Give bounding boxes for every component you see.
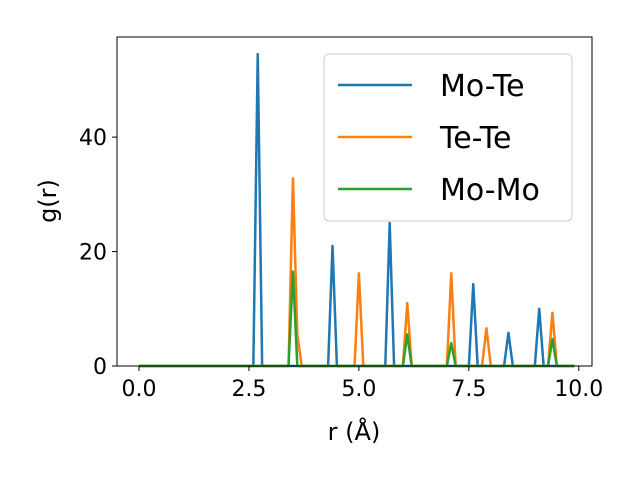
ticks-layer: 0.0 2.5 5.0 7.5 10.0 0 20 40 <box>79 126 603 402</box>
legend-label-mo-mo: Mo-Mo <box>440 173 540 208</box>
legend-label-mo-te: Mo-Te <box>440 69 525 104</box>
x-tick-label: 10.0 <box>554 377 603 402</box>
x-tick-label: 2.5 <box>231 377 266 402</box>
x-tick-label: 5.0 <box>341 377 376 402</box>
y-tick-label: 20 <box>79 241 107 266</box>
y-tick-label: 40 <box>79 126 107 151</box>
plot-frame <box>116 36 593 367</box>
x-tick-label: 7.5 <box>451 377 486 402</box>
x-tick-label: 0.0 <box>121 377 156 402</box>
legend: Mo-Te Te-Te Mo-Mo <box>323 53 573 222</box>
legend-label-te-te: Te-Te <box>439 121 511 156</box>
legend-box <box>323 53 573 222</box>
x-axis-label: r (Å) <box>328 417 381 446</box>
y-tick-label: 0 <box>93 355 107 380</box>
y-axis-label: g(r) <box>34 179 62 223</box>
